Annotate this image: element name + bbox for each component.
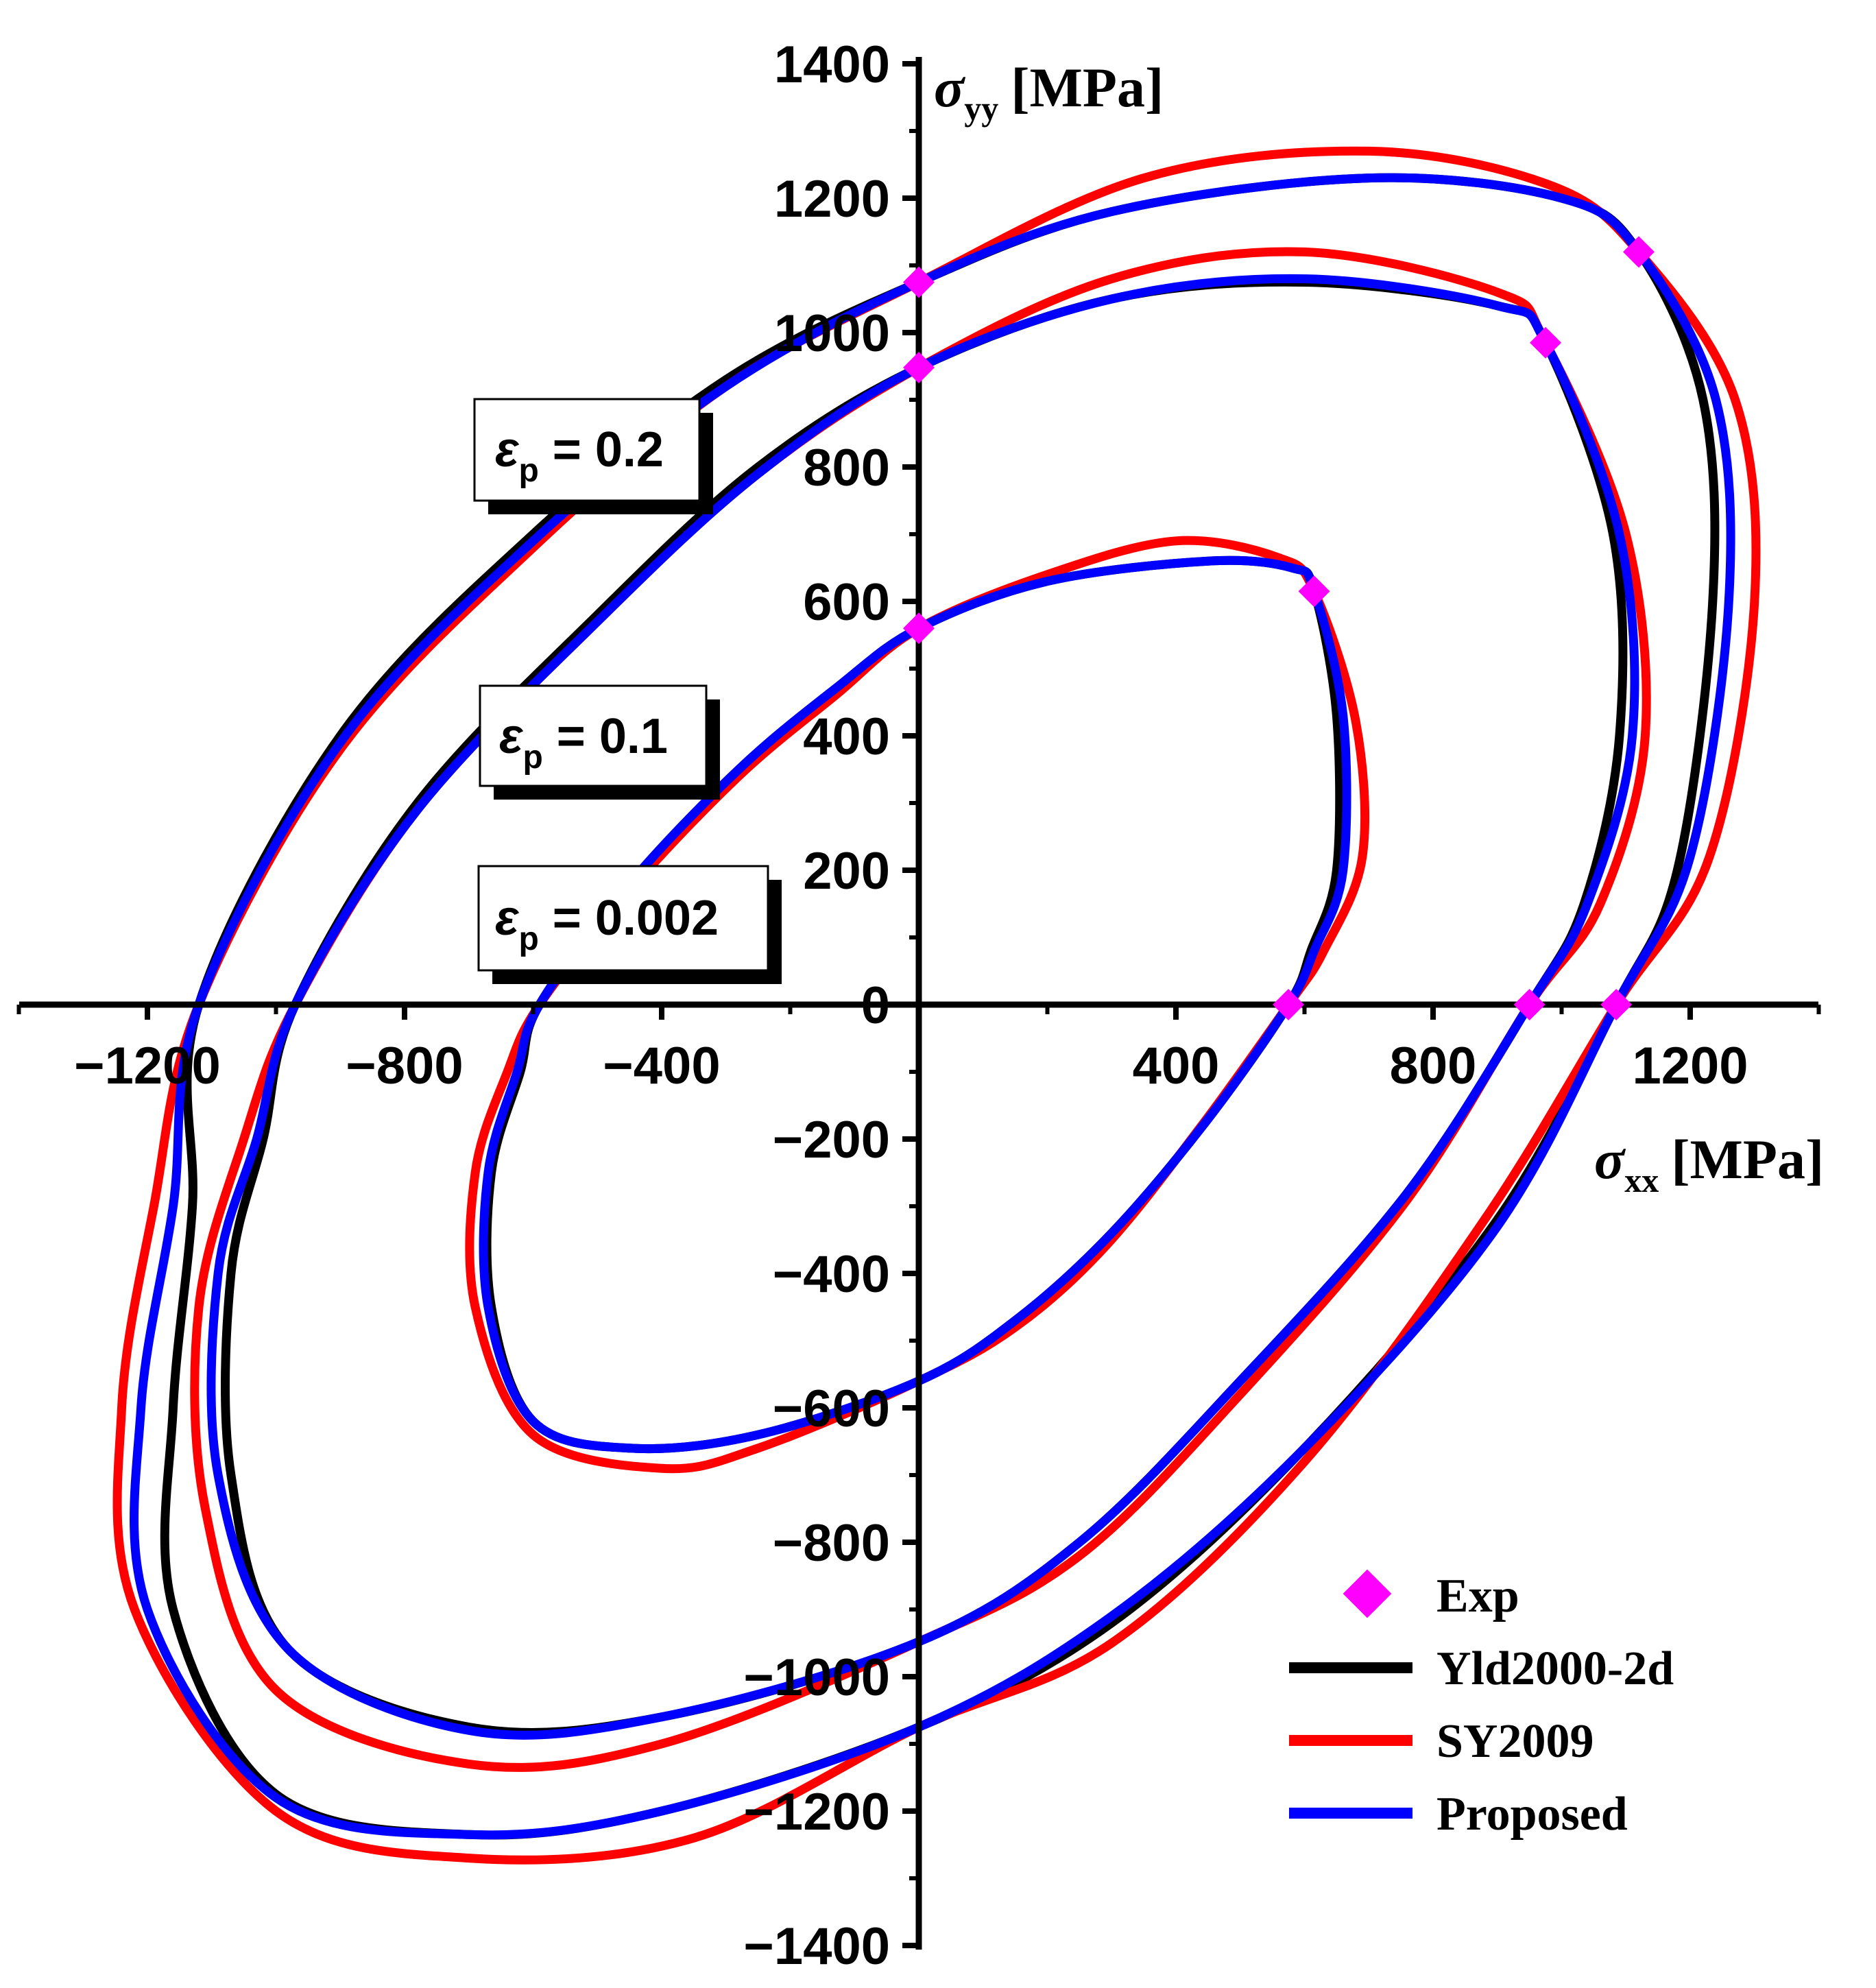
y-tick-label: −800 [773,1514,890,1572]
x-axis-unit: [MPa] [1671,1128,1824,1190]
annotation-eps-0.002: εp = 0.002 [477,865,782,984]
annotation-eps-0.1: εp = 0.1 [479,684,720,800]
exp-point [1530,326,1562,359]
y-tick-label: −400 [773,1245,890,1304]
y-tick-label: −1200 [744,1783,890,1841]
annotation-box [473,398,701,502]
y-axis-subscript: yy [964,89,998,128]
exp-point [1298,575,1330,608]
x-axis-subscript: xx [1624,1161,1659,1199]
x-tick-label: −800 [346,1037,463,1095]
x-tick-label: 800 [1390,1037,1477,1095]
annotation-label: εp = 0.002 [495,891,719,957]
exp-point [903,351,935,383]
x-axis-title: σxx [MPa] [1594,1128,1824,1199]
y-tick-label: 600 [803,573,890,632]
ticks: −1200 −800 −400 400 800 1200 1400 1200 1000 800 60… [16,36,1821,1976]
legend: Exp Yld2000-2d SY2009 Proposed [1289,1569,1674,1841]
annotation-box [477,865,769,972]
exp-point [903,612,935,645]
y-tick-label: 200 [803,842,890,900]
x-tick-label: 1200 [1632,1037,1748,1095]
legend-marker-exp [1343,1569,1392,1618]
y-tick-label: −600 [773,1380,890,1438]
y-tick-label: −1400 [744,1917,890,1976]
y-tick-label: 1200 [774,170,890,228]
exp-markers [903,236,1655,1020]
legend-label-proposed: Proposed [1436,1788,1628,1841]
series-proposed-curve [130,173,1735,1840]
x-tick-label: 400 [1133,1037,1220,1095]
annotation-label: εp = 0.1 [499,709,668,776]
legend-label-yld2000: Yld2000-2d [1436,1642,1674,1695]
y-tick-label: −200 [773,1111,890,1169]
y-tick-label: 400 [803,708,890,766]
y-tick-label: 0 [861,977,890,1035]
annotation-eps-0.2: εp = 0.2 [473,398,713,514]
exp-point [1273,989,1305,1020]
annotation-label: εp = 0.2 [495,422,664,489]
y-axis-symbol: σ [934,56,966,119]
exp-point [1600,989,1633,1020]
x-tick-label: −1200 [74,1037,220,1095]
exp-point [1513,989,1546,1020]
x-tick-label: −400 [603,1037,720,1095]
y-axis-unit: [MPa] [1011,56,1164,119]
y-tick-label: −1000 [744,1649,890,1707]
exp-point [903,266,935,298]
x-axis-symbol: σ [1594,1128,1626,1190]
y-tick-label: 1000 [774,304,890,363]
y-tick-label: 1400 [774,36,890,94]
legend-label-sy2009: SY2009 [1436,1715,1594,1768]
legend-label-exp: Exp [1436,1570,1519,1622]
y-tick-label: 800 [803,439,890,497]
annotation-box [479,684,708,787]
y-axis-title: σyy [MPa] [934,56,1164,128]
exp-point [1623,236,1655,268]
